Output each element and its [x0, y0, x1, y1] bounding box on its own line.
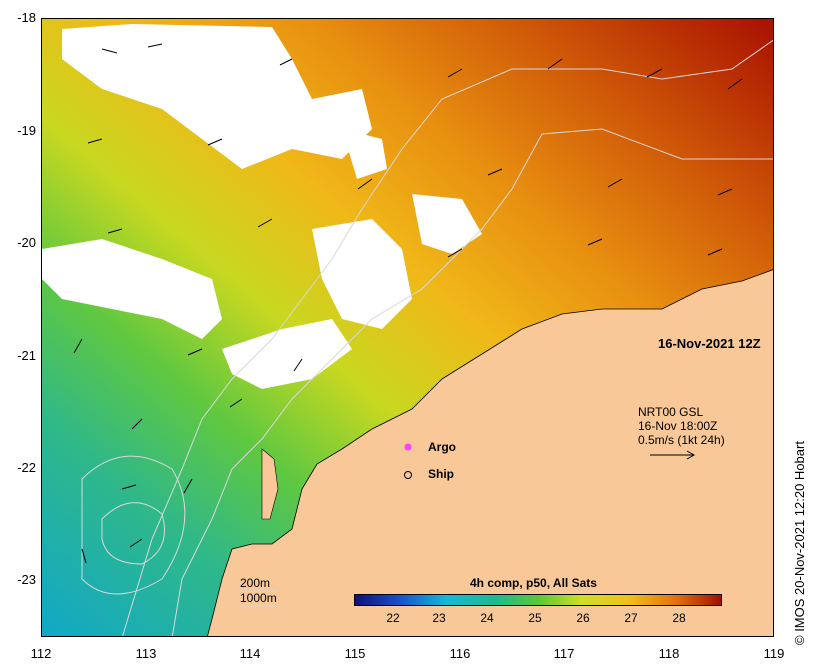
date-label: 16-Nov-2021 12Z: [658, 336, 761, 351]
argo-label: Argo: [428, 440, 456, 454]
lon-label: 116: [449, 646, 471, 661]
lon-label: 118: [658, 646, 680, 661]
ship-label: Ship: [428, 467, 454, 481]
colorbar-gradient: [355, 595, 721, 605]
coastline-land: [207, 269, 773, 636]
colorbar-tick: 24: [480, 611, 494, 625]
vector-scale-text: 0.5m/s (1kt 24h): [638, 433, 725, 447]
lon-label: 114: [239, 646, 261, 661]
vector-title: NRT00 GSL: [638, 405, 704, 419]
lat-label: -21: [17, 348, 36, 363]
lat-label: -23: [17, 572, 36, 587]
sst-map: [41, 18, 774, 637]
cape-land: [261, 448, 279, 520]
lon-label: 119: [763, 646, 785, 661]
isobath-200-label: 200m: [240, 576, 271, 590]
colorbar-tick: 22: [386, 611, 400, 625]
isobath-1000-label: 1000m: [240, 591, 277, 605]
lon-label: 115: [344, 646, 366, 661]
vector-time: 16-Nov 18:00Z: [638, 419, 718, 433]
lon-label: 117: [553, 646, 575, 661]
vector-scale-arrow: [650, 450, 696, 460]
credit-text: © IMOS 20-Nov-2021 12:20 Hobart: [792, 441, 807, 645]
colorbar-tick: 26: [576, 611, 590, 625]
colorbar-tick: 28: [672, 611, 686, 625]
colorbar: [354, 594, 722, 606]
lon-label: 113: [135, 646, 157, 661]
argo-marker: [404, 443, 412, 451]
colorbar-title: 4h comp, p50, All Sats: [470, 576, 597, 590]
current-vectors: [73, 43, 743, 564]
colorbar-tick: 27: [624, 611, 638, 625]
lat-label: -20: [17, 235, 36, 250]
lat-label: -18: [17, 10, 36, 25]
colorbar-tick: 25: [528, 611, 542, 625]
sst-field: [42, 19, 773, 636]
lat-label: -19: [17, 123, 36, 138]
colorbar-tick: 23: [432, 611, 446, 625]
ship-marker: [404, 471, 412, 479]
lon-label: 112: [30, 646, 52, 661]
isobath-lines: [81, 39, 773, 636]
cloud-mask: [42, 24, 482, 389]
lat-label: -22: [17, 460, 36, 475]
